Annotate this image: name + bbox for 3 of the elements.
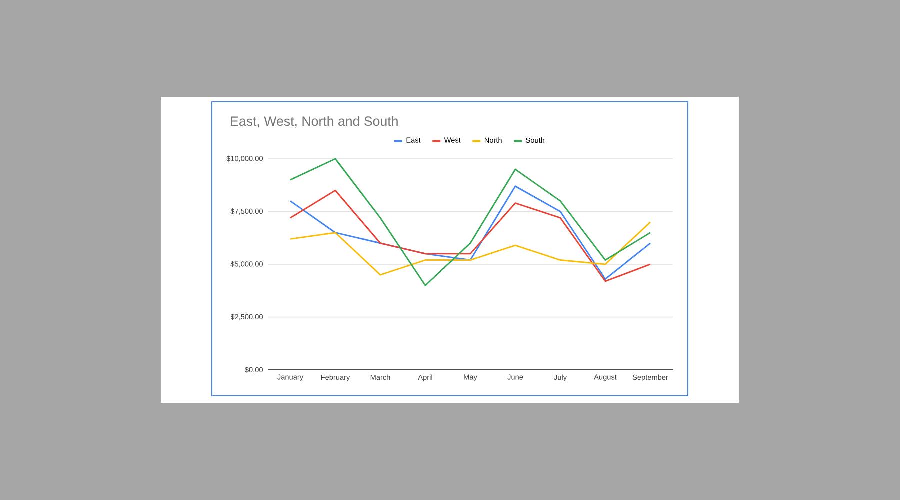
line-series — [290, 222, 652, 276]
line-series — [290, 158, 652, 286]
chart-title: East, West, North and South — [231, 116, 398, 128]
